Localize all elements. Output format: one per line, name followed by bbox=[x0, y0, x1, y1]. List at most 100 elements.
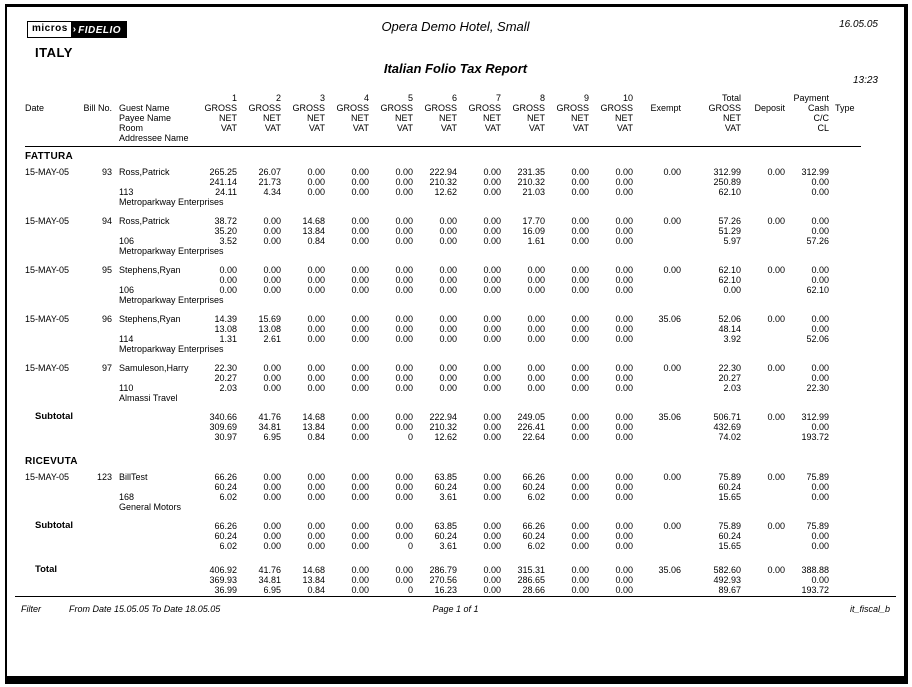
gross-amount-cell: 0.00 bbox=[483, 167, 501, 177]
vat-amount-cell: 0.00 bbox=[307, 187, 325, 197]
table-line: Total 406.92 41.76 14.68 0.00 0.00 286.79 0.00 3… bbox=[25, 564, 890, 576]
vat-amount-cell: 0.00 bbox=[527, 285, 545, 295]
grand-total-label: Total bbox=[35, 564, 57, 575]
vat-amount-cell: 0.00 bbox=[571, 585, 589, 595]
total-cell bbox=[681, 344, 741, 354]
column-header: CL bbox=[817, 123, 829, 133]
type-cell bbox=[829, 521, 859, 531]
gross-amount-cell: 0.00 bbox=[395, 265, 413, 275]
net-amount-cell: 35.20 bbox=[214, 226, 237, 236]
addressee-name-cell: Metroparkway Enterprises bbox=[119, 197, 224, 207]
deposit-cell bbox=[741, 344, 785, 354]
page-number: Page 1 of 1 bbox=[432, 604, 479, 614]
net-amount-cell: 0.00 bbox=[263, 531, 281, 541]
bill-no-cell bbox=[83, 585, 115, 595]
gross-amount-cell: 0.00 bbox=[395, 521, 413, 531]
payment-cash-cell: 312.99 bbox=[801, 412, 829, 422]
table-line: 20.27 0.00 0.00 0.00 0.00 0.00 0.00 0.00 0.00 0.0… bbox=[25, 373, 890, 383]
room-cell: 106 bbox=[119, 236, 135, 246]
payment-cc-cell: 0.00 bbox=[811, 575, 829, 585]
gross-amount-cell: 0.00 bbox=[571, 363, 589, 373]
net-amount-cell: 0.00 bbox=[351, 531, 369, 541]
guest-cell bbox=[115, 422, 193, 432]
net-amount-cell: 0.00 bbox=[263, 275, 281, 285]
type-cell bbox=[829, 275, 859, 285]
net-amount-cell: 13.08 bbox=[258, 324, 281, 334]
vat-amount-cell: 0.00 bbox=[351, 541, 369, 551]
vat-amount-cell: 1.31 bbox=[219, 334, 237, 344]
net-amount-cell: 13.84 bbox=[302, 575, 325, 585]
report-table: 1 2 3 4 5 6 7 8 9 10 Total Payment Date Bill No. Guest… bbox=[25, 93, 890, 595]
guest-cell bbox=[115, 575, 193, 585]
vat-amount-cell: 4.34 bbox=[263, 187, 281, 197]
bill-no-cell bbox=[83, 531, 115, 541]
payment-cash-cell: 75.89 bbox=[806, 521, 829, 531]
gross-amount-cell: 0.00 bbox=[615, 265, 633, 275]
deposit-cell bbox=[741, 482, 785, 492]
amount-cell bbox=[413, 246, 457, 256]
table-line: 168 6.02 0.00 0.00 0.00 0.00 3.61 0.00 6.02 0.00 0… bbox=[25, 492, 890, 502]
column-header bbox=[83, 113, 115, 123]
table-line: 60.24 0.00 0.00 0.00 0.00 60.24 0.00 60.24 0.00 0… bbox=[25, 531, 890, 541]
gross-amount-cell: 0.00 bbox=[263, 363, 281, 373]
report-footer: Filter From Date 15.05.05 To Date 18.05.… bbox=[15, 596, 896, 614]
deposit-cell: 0.00 bbox=[767, 363, 785, 373]
vat-amount-cell: 0.00 bbox=[263, 541, 281, 551]
payment-cc-cell: 0.00 bbox=[811, 531, 829, 541]
net-amount-cell: 0.00 bbox=[307, 373, 325, 383]
footer-filter: Filter From Date 15.05.05 To Date 18.05.… bbox=[21, 604, 311, 614]
deposit-cell bbox=[741, 541, 785, 551]
net-amount-cell: 60.24 bbox=[214, 482, 237, 492]
deposit-cell bbox=[741, 197, 785, 207]
addressee-name-cell: Metroparkway Enterprises bbox=[119, 344, 224, 354]
gross-amount-cell: 0.00 bbox=[351, 565, 369, 575]
vat-amount-cell: 6.95 bbox=[263, 585, 281, 595]
exempt-cell: 0.00 bbox=[663, 363, 681, 373]
net-amount-cell: 60.24 bbox=[214, 531, 237, 541]
total-cell bbox=[681, 393, 741, 403]
subtotal-block: Subtotal 340.66 41.76 14.68 0.00 0.00 222.94 0.… bbox=[25, 412, 890, 443]
deposit-cell bbox=[741, 422, 785, 432]
bill-no-cell bbox=[83, 93, 115, 103]
bill-no-cell bbox=[83, 344, 115, 354]
payment-cc-cell: 0.00 bbox=[811, 422, 829, 432]
net-amount-cell: 0.00 bbox=[571, 373, 589, 383]
total-vat-cell: 3.92 bbox=[723, 334, 741, 344]
table-row: 15-MAY-05 95 Stephens,Ryan 0.00 0.00 0.00 0.00… bbox=[25, 265, 890, 305]
gross-amount-cell: 0.00 bbox=[395, 363, 413, 373]
column-number: 3 bbox=[319, 93, 325, 103]
date-cell: 15-MAY-05 bbox=[25, 314, 70, 324]
net-amount-cell: 369.93 bbox=[209, 575, 237, 585]
net-amount-cell: 0.00 bbox=[571, 275, 589, 285]
table-line: 15-MAY-05 94 Ross,Patrick 38.72 0.00 14.68 0.0… bbox=[25, 216, 890, 226]
column-header: GROSS bbox=[292, 103, 325, 113]
date-cell bbox=[25, 393, 83, 403]
exempt-cell bbox=[633, 585, 681, 595]
report-date: 16.05.05 bbox=[839, 19, 878, 30]
net-amount-cell: 0.00 bbox=[615, 422, 633, 432]
column-header: Room bbox=[119, 123, 144, 133]
deposit-cell bbox=[741, 502, 785, 512]
vat-amount-cell: 28.66 bbox=[522, 585, 545, 595]
exempt-cell: 0.00 bbox=[663, 472, 681, 482]
column-header: VAT bbox=[528, 123, 545, 133]
date-cell bbox=[25, 236, 83, 246]
micros-fidelio-logo: micros › FIDELIO bbox=[27, 21, 128, 38]
amount-cell bbox=[589, 502, 633, 512]
type-cell bbox=[829, 197, 859, 207]
gross-amount-cell: 26.07 bbox=[258, 167, 281, 177]
column-number: 4 bbox=[363, 93, 369, 103]
table-line: Payee Name NET NET NET NET NET NET NET NET NET NET… bbox=[25, 113, 890, 123]
guest-cell bbox=[115, 565, 193, 575]
date-cell bbox=[25, 502, 83, 512]
table-line: 15-MAY-05 93 Ross,Patrick 265.25 26.07 0.00 0.… bbox=[25, 167, 890, 177]
vat-amount-cell: 6.02 bbox=[219, 541, 237, 551]
deposit-cell bbox=[741, 373, 785, 383]
vat-amount-cell: 0.00 bbox=[395, 285, 413, 295]
gross-amount-cell: 0.00 bbox=[483, 216, 501, 226]
exempt-cell bbox=[633, 422, 681, 432]
payment-cash-cell: 0.00 bbox=[811, 265, 829, 275]
column-header: NET bbox=[723, 113, 741, 123]
amount-cell bbox=[325, 295, 369, 305]
bill-no-cell bbox=[83, 422, 115, 432]
